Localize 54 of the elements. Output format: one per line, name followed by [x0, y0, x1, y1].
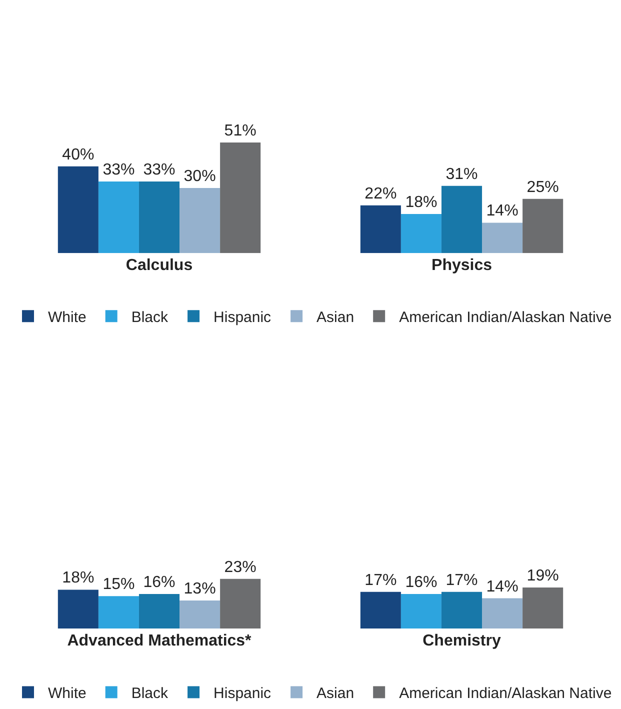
- data-label: 13%: [184, 580, 216, 598]
- legend-label: White: [48, 308, 86, 326]
- bar: [441, 592, 482, 628]
- data-label: 30%: [184, 168, 216, 186]
- legend-label: Asian: [316, 308, 354, 326]
- bar: [441, 186, 482, 254]
- bar: [138, 594, 180, 628]
- bar: [360, 205, 401, 254]
- legend-label: Hispanic: [214, 308, 272, 326]
- bar: [180, 188, 220, 254]
- x-tick-label: Advanced Mathematics*: [67, 632, 252, 650]
- bar: [98, 182, 139, 254]
- data-label: 25%: [526, 178, 559, 196]
- bar: [522, 198, 564, 254]
- data-label: 17%: [364, 572, 397, 589]
- bar: [482, 598, 523, 628]
- x-tick-label: Physics: [432, 257, 492, 274]
- data-label: 14%: [486, 578, 518, 596]
- bar: [98, 596, 139, 628]
- data-label: 18%: [405, 194, 438, 212]
- data-label: 22%: [364, 185, 397, 202]
- data-label: 16%: [143, 574, 176, 591]
- data-label: 40%: [62, 146, 94, 164]
- x-tick-label: Calculus: [126, 257, 193, 274]
- data-label: 16%: [405, 574, 438, 591]
- data-label: 31%: [446, 166, 478, 183]
- data-label: 19%: [526, 568, 559, 585]
- legend-label: Asian: [316, 685, 354, 702]
- legend-label: Black: [131, 685, 169, 702]
- data-label: 14%: [486, 202, 518, 220]
- data-label: 23%: [224, 558, 256, 576]
- data-label: 18%: [62, 570, 94, 587]
- bar: [522, 588, 564, 628]
- legend-label: American Indian/Alaskan Native: [399, 308, 612, 326]
- bar: [220, 578, 261, 628]
- data-label: 51%: [224, 122, 256, 140]
- data-label: 33%: [102, 162, 135, 179]
- bar: [400, 214, 442, 254]
- data-label: 17%: [446, 572, 478, 589]
- bar: [58, 590, 98, 628]
- bar: [360, 592, 401, 628]
- legend-label: Black: [131, 308, 169, 326]
- data-label: 33%: [143, 162, 176, 179]
- legend-label: American Indian/Alaskan Native: [399, 685, 612, 702]
- bar: [58, 166, 98, 254]
- bar: [400, 594, 442, 628]
- legend-label: Hispanic: [214, 685, 272, 702]
- bar: [180, 600, 220, 628]
- legend-label: White: [48, 685, 86, 702]
- x-tick-label: Chemistry: [422, 632, 501, 650]
- bar: [138, 182, 180, 254]
- bar: [482, 222, 523, 254]
- data-label: 15%: [102, 576, 135, 594]
- bar: [220, 142, 261, 254]
